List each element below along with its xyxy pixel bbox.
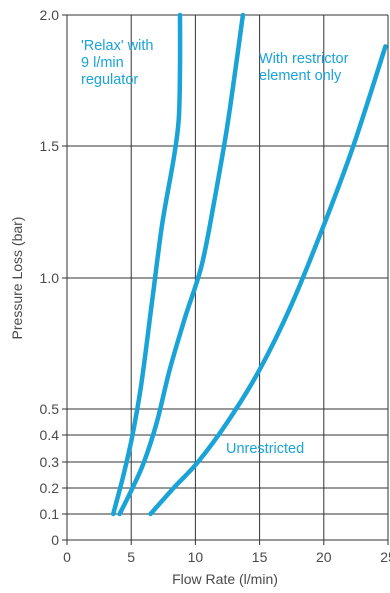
annotation-unrestricted: Unrestricted <box>226 441 304 457</box>
x-axis-label: Flow Rate (l/min) <box>172 571 278 587</box>
y-axis-label: Pressure Loss (bar) <box>9 217 25 340</box>
x-tick-label: 10 <box>188 549 204 565</box>
y-tick-label: 1.0 <box>40 270 60 286</box>
x-tick-label: 20 <box>316 549 332 565</box>
y-tick-label: 0 <box>51 532 59 548</box>
y-tick-label: 0.4 <box>40 427 60 443</box>
curves <box>110 12 388 517</box>
tick-labels: 0 0.1 0.2 0.3 0.4 0.5 1.0 1.5 2.0 0 5 10 15 20 25 <box>40 7 390 565</box>
annotation-restrictor: With restrictor element only <box>259 51 352 84</box>
restrictor-curve <box>117 12 246 517</box>
x-tick-label: 0 <box>63 549 71 565</box>
annotation-relax: 'Relax' with 9 l/min regulator <box>81 38 157 88</box>
y-tick-label: 0.5 <box>40 401 60 417</box>
y-tick-label: 0.1 <box>40 506 60 522</box>
y-tick-label: 0.3 <box>40 454 60 470</box>
x-tick-label: 5 <box>127 549 135 565</box>
x-tick-label: 15 <box>252 549 268 565</box>
y-tick-label: 1.5 <box>40 138 60 154</box>
relax-regulator-curve <box>110 12 183 517</box>
unrestricted-curve <box>148 44 388 517</box>
y-tick-label: 2.0 <box>40 7 60 23</box>
grid <box>62 14 389 545</box>
y-tick-label: 0.2 <box>40 480 60 496</box>
x-tick-label: 25 <box>380 549 390 565</box>
